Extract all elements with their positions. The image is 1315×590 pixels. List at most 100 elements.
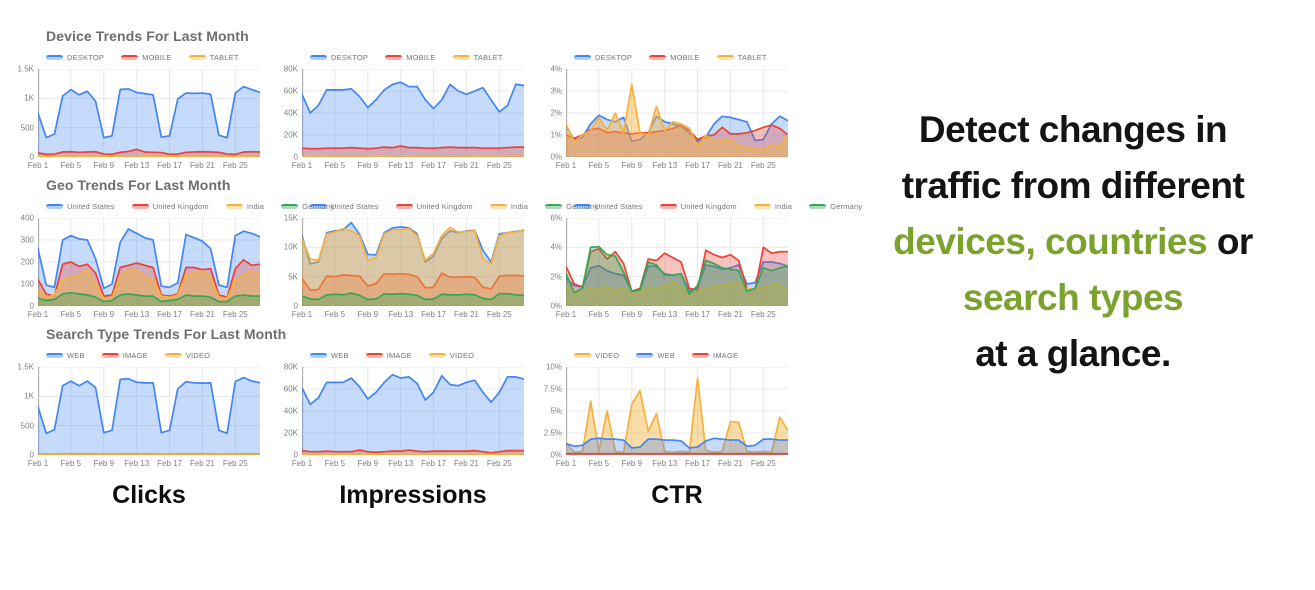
x-tick-label: Feb 25	[486, 459, 512, 468]
y-tick-label: 300	[20, 235, 34, 245]
chart-geo-impressions: United States United Kingdom India Germany 0…	[272, 201, 598, 320]
y-tick-label: 0%	[550, 152, 562, 162]
y-tick-label: 1%	[550, 130, 562, 140]
legend-item-germany: Germany	[809, 202, 862, 211]
x-tick-label: Feb 9	[357, 310, 379, 319]
legend-item-desktop: DESKTOP	[574, 53, 632, 62]
y-tick-label: 60K	[283, 384, 298, 394]
legend-item-tablet: TABLET	[452, 53, 503, 62]
y-tick-label: 15K	[283, 213, 298, 223]
chart-device-impressions: DESKTOP MOBILE TABLET 0 20K 40K 60K 80K Feb 1 Feb…	[272, 52, 524, 170]
legend-label: VIDEO	[185, 350, 211, 360]
x-tick-label: Feb 13	[388, 161, 414, 170]
legend-swatch-icon	[310, 54, 327, 60]
legend-label: India	[510, 201, 529, 211]
area-chart-svg	[38, 218, 260, 306]
y-tick-label: 200	[20, 257, 34, 267]
legend-label: IMAGE	[713, 350, 739, 360]
legend-search-clicks: WEB IMAGE VIDEO	[46, 350, 260, 360]
headline-text: traffic from different	[901, 165, 1245, 206]
plot-geo-clicks: 0 100 200 300 400 Feb 1 Feb 5 Feb 9 Feb 13 Feb 17…	[21, 214, 260, 319]
legend-label: United States	[331, 201, 379, 211]
x-tick-label: Feb 25	[750, 459, 776, 468]
legend-label: TABLET	[209, 52, 239, 62]
y-tick-label: 5%	[550, 406, 562, 416]
legend-label: TABLET	[737, 52, 767, 62]
area-chart-svg	[38, 367, 260, 455]
headline-line-5: at a glance.	[838, 326, 1308, 382]
y-tick-label: 2%	[550, 108, 562, 118]
legend-item-tablet: TABLET	[188, 52, 239, 62]
x-tick-label: Feb 25	[222, 459, 248, 468]
legend-item-web: WEB	[310, 351, 349, 360]
x-tick-label: Feb 9	[93, 310, 115, 319]
legend-swatch-icon	[716, 54, 734, 60]
area-chart-svg	[38, 69, 260, 157]
legend-item-germany: Germany	[545, 202, 598, 211]
y-tick-label: 20K	[283, 428, 298, 438]
legend-swatch-icon	[636, 352, 654, 358]
legend-label: Germany	[830, 201, 863, 211]
legend-swatch-icon	[574, 203, 591, 209]
legend-swatch-icon	[649, 54, 667, 60]
x-tick-label: Feb 21	[189, 310, 215, 319]
x-tick-label: Feb 9	[93, 161, 115, 170]
legend-label: India	[246, 201, 265, 211]
x-tick-label: Feb 13	[652, 459, 678, 468]
x-tick-label: Feb 13	[652, 310, 678, 319]
y-tick-label: 4%	[550, 64, 562, 74]
headline-line-3: devices, countries or	[838, 214, 1308, 270]
y-tick-label: 0	[293, 152, 298, 162]
x-tick-label: Feb 5	[60, 310, 82, 319]
y-tick-label: 40K	[283, 108, 298, 118]
x-tick-label: Feb 13	[124, 459, 150, 468]
x-tick-label: Feb 13	[124, 310, 150, 319]
y-tick-label: 0	[293, 450, 298, 460]
x-tick-label: Feb 9	[357, 161, 379, 170]
legend-label: United Kingdom	[152, 201, 209, 211]
area-chart-svg	[566, 218, 788, 306]
legend-label: IMAGE	[386, 350, 412, 360]
legend-swatch-icon	[225, 203, 243, 209]
legend-swatch-icon	[310, 352, 327, 358]
legend-swatch-icon	[131, 203, 149, 209]
legend-swatch-icon	[365, 352, 383, 358]
plot-device-ctr: 0% 1% 2% 3% 4% Feb 1 Feb 5 Feb 9 Feb 13 Feb 17 Feb…	[550, 65, 788, 170]
column-label-ctr: CTR	[651, 481, 703, 509]
headline-text: at a glance.	[975, 333, 1171, 374]
x-tick-label: Feb 21	[717, 161, 743, 170]
legend-swatch-icon	[659, 203, 677, 209]
x-tick-label: Feb 1	[27, 459, 49, 468]
legend-search-impressions: WEB IMAGE VIDEO	[310, 350, 524, 360]
x-tick-label: Feb 5	[588, 161, 610, 170]
y-tick-label: 0	[293, 301, 298, 311]
legend-swatch-icon	[395, 203, 413, 209]
legend-label: Germany	[566, 201, 599, 211]
legend-swatch-icon	[46, 54, 63, 60]
y-tick-label: 2.5%	[543, 428, 562, 438]
x-tick-label: Feb 21	[453, 459, 479, 468]
x-tick-label: Feb 17	[157, 310, 183, 319]
legend-item-image: IMAGE	[365, 350, 412, 360]
row-title-geo: Geo Trends For Last Month	[46, 177, 231, 193]
legend-item-united-kingdom: United Kingdom	[659, 202, 737, 211]
x-tick-label: Feb 17	[685, 459, 711, 468]
x-tick-label: Feb 9	[621, 161, 643, 170]
area-chart-svg	[566, 69, 788, 157]
legend-label: MOBILE	[142, 52, 172, 62]
legend-label: United States	[67, 201, 115, 211]
legend-geo-clicks: United States United Kingdom India Germany	[46, 201, 334, 211]
x-tick-label: Feb 17	[421, 161, 447, 170]
legend-label: India	[774, 201, 793, 211]
x-tick-label: Feb 5	[588, 459, 610, 468]
chart-geo-ctr: United States United Kingdom India Germany 0…	[536, 201, 862, 320]
chart-device-ctr: DESKTOP MOBILE TABLET 0% 1% 2% 3% 4% Feb 1 Feb 5 F…	[536, 52, 788, 170]
legend-geo-impressions: United States United Kingdom India Germany	[310, 201, 598, 211]
legend-label: IMAGE	[122, 350, 148, 360]
legend-item-video: VIDEO	[574, 351, 619, 360]
legend-swatch-icon	[385, 54, 403, 60]
legend-item-video: VIDEO	[164, 350, 211, 360]
x-tick-label: Feb 9	[357, 459, 379, 468]
legend-swatch-icon	[310, 203, 327, 209]
